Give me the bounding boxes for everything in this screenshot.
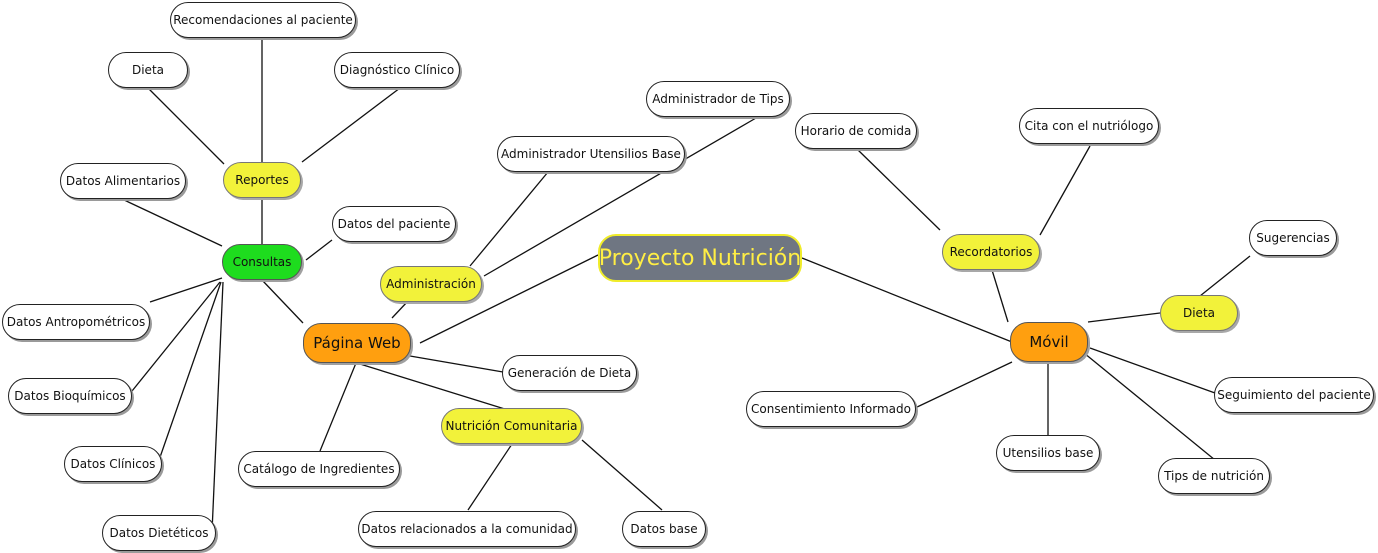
edge-reportes-diagnostico — [301, 87, 401, 163]
node-datos-dieteticos[interactable]: Datos Dietéticos — [102, 515, 216, 551]
node-horario-comida[interactable]: Horario de comida — [795, 113, 917, 149]
edge-web-generacion — [409, 355, 504, 373]
edge-web-administracion — [391, 300, 409, 319]
node-recomendaciones-paciente[interactable]: Recomendaciones al paciente — [170, 2, 356, 38]
node-datos-bioquimicos[interactable]: Datos Bioquímicos — [8, 378, 132, 414]
central-topic[interactable]: Proyecto Nutrición — [598, 234, 802, 282]
node-dieta-movil[interactable]: Dieta — [1160, 295, 1238, 331]
edge-web-catalogo — [319, 362, 357, 452]
edge-consultas-bioquimicos — [127, 281, 221, 397]
node-datos-base[interactable]: Datos base — [622, 511, 706, 547]
node-datos-alimentarios[interactable]: Datos Alimentarios — [60, 163, 186, 199]
edge-admin-utensilios — [469, 171, 549, 267]
edge-recordatorios-horario — [857, 149, 941, 231]
node-seguimiento-paciente[interactable]: Seguimiento del paciente — [1214, 377, 1374, 413]
node-recordatorios[interactable]: Recordatorios — [942, 234, 1040, 270]
node-sugerencias[interactable]: Sugerencias — [1249, 220, 1337, 256]
node-tips-nutricion[interactable]: Tips de nutrición — [1158, 458, 1270, 494]
node-utensilios-base[interactable]: Utensilios base — [996, 435, 1100, 471]
edge-consultas-dieteticos — [211, 281, 224, 533]
edge-movil-recordatorios — [991, 269, 1009, 323]
node-datos-clinicos[interactable]: Datos Clínicos — [64, 446, 162, 482]
edge-center-web — [419, 254, 599, 344]
node-datos-antropometricos[interactable]: Datos Antropométricos — [2, 304, 150, 340]
edge-admin-tips — [483, 117, 757, 277]
edge-consultas-paciente — [305, 239, 333, 261]
node-consultas[interactable]: Consultas — [222, 244, 302, 280]
node-reportes[interactable]: Reportes — [223, 162, 301, 198]
node-movil[interactable]: Móvil — [1010, 322, 1088, 362]
node-administrador-tips[interactable]: Administrador de Tips — [646, 81, 790, 117]
node-catalogo-ingredientes[interactable]: Catálogo de Ingredientes — [238, 451, 400, 487]
node-diagnostico-clinico[interactable]: Diagnóstico Clínico — [334, 52, 460, 88]
edge-consultas-clinicos — [157, 281, 222, 464]
node-generacion-dieta[interactable]: Generación de Dieta — [502, 355, 637, 391]
node-datos-paciente[interactable]: Datos del paciente — [332, 206, 456, 242]
edge-comunitaria-base — [581, 439, 663, 511]
node-administrador-utensilios[interactable]: Administrador Utensilios Base — [497, 136, 685, 172]
node-administracion[interactable]: Administración — [380, 266, 482, 302]
edge-consultas-antropometricos — [149, 277, 223, 303]
edge-movil-tips — [1083, 352, 1216, 461]
edge-consultas-alimentarios — [121, 198, 223, 247]
node-cita-nutriologo[interactable]: Cita con el nutriólogo — [1019, 108, 1159, 144]
node-nutricion-comunitaria[interactable]: Nutrición Comunitaria — [441, 408, 582, 444]
edge-comunitaria-relacionados — [467, 443, 513, 511]
edge-web-comunitaria — [359, 363, 509, 411]
node-pagina-web[interactable]: Página Web — [303, 323, 411, 363]
edge-web-consultas — [261, 279, 304, 324]
edge-movil-dieta — [1087, 312, 1161, 323]
node-consentimiento-informado[interactable]: Consentimiento Informado — [746, 391, 916, 427]
edge-dieta-sugerencias — [1199, 255, 1251, 297]
edge-recordatorios-cita — [1039, 145, 1091, 236]
edge-movil-seguimiento — [1089, 347, 1216, 394]
node-dieta-reporte[interactable]: Dieta — [108, 52, 188, 88]
node-datos-comunidad[interactable]: Datos relacionados a la comunidad — [358, 511, 576, 547]
edge-movil-consentimiento — [914, 361, 1013, 409]
edge-center-movil — [801, 257, 1013, 343]
edge-reportes-dieta — [147, 87, 225, 165]
